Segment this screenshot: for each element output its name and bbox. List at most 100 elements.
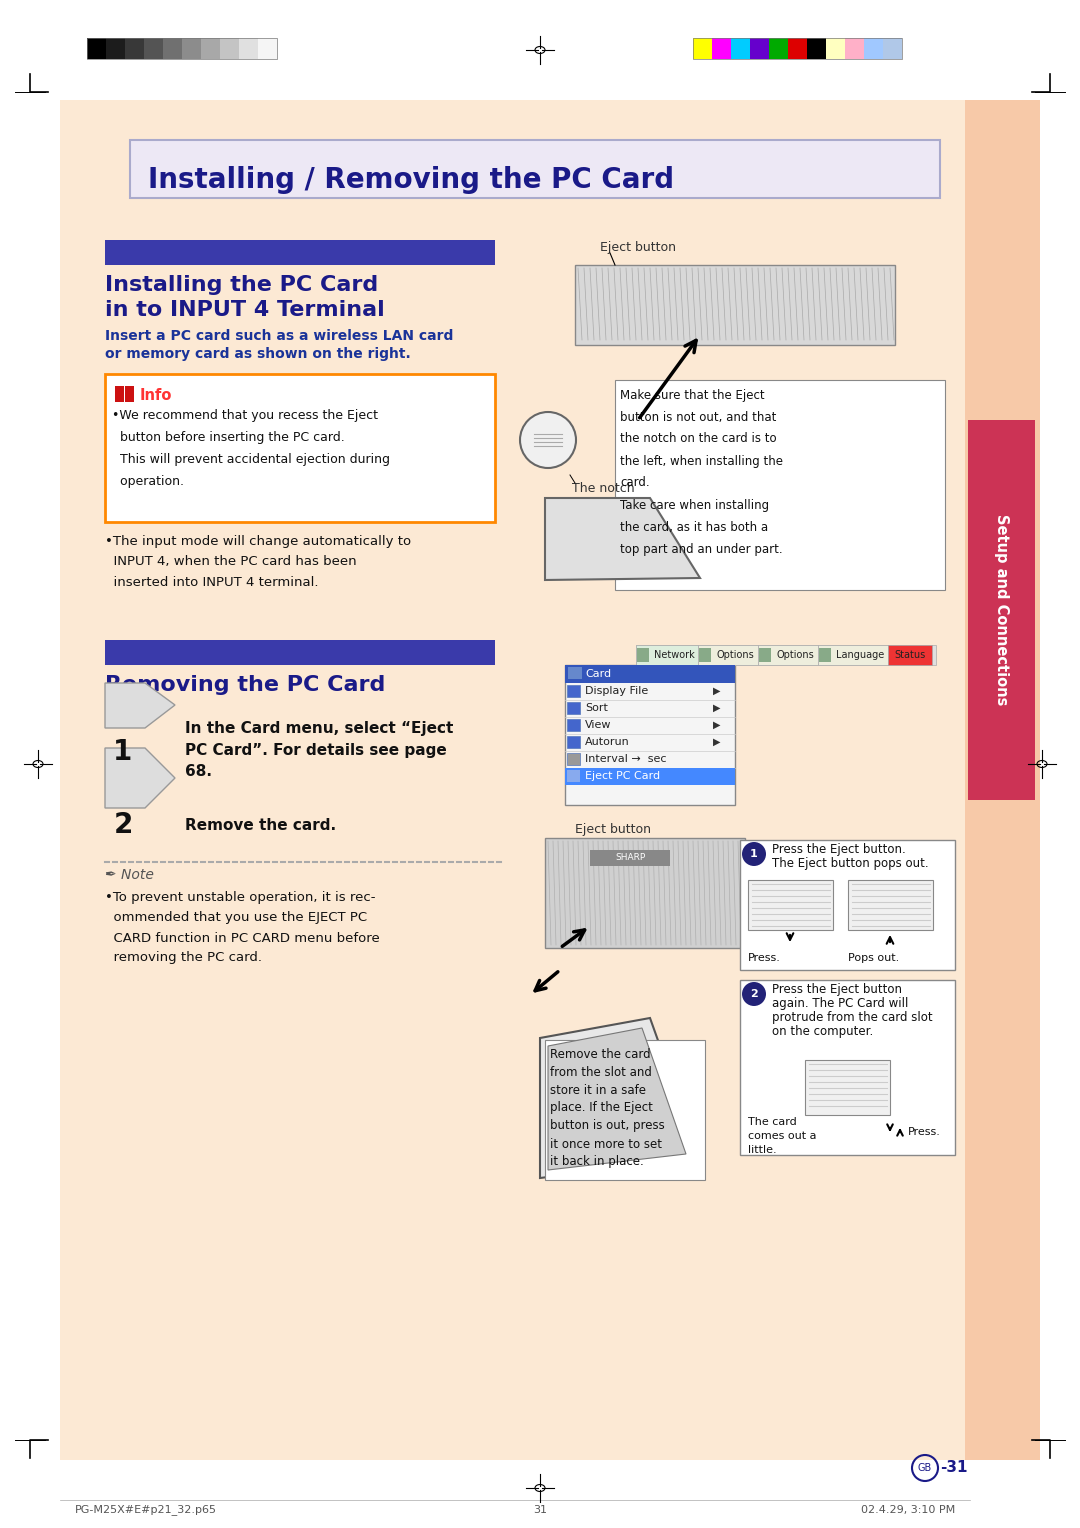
Bar [636, 645, 698, 665]
Text: Eject button: Eject button [600, 241, 676, 255]
Text: •To prevent unstable operation, it is rec-: •To prevent unstable operation, it is re… [105, 891, 376, 905]
Text: PC Card”. For details see page: PC Card”. For details see page [185, 743, 447, 758]
Text: Pops out.: Pops out. [848, 953, 900, 963]
Text: top part and an under part.: top part and an under part. [620, 542, 783, 556]
Text: •We recommend that you recess the Eject: •We recommend that you recess the Eject [112, 410, 378, 423]
Text: ▶: ▶ [713, 736, 720, 747]
Text: This will prevent accidental ejection during: This will prevent accidental ejection du… [112, 454, 390, 466]
Bar [114, 387, 124, 402]
Text: In the Card menu, select “Eject: In the Card menu, select “Eject [185, 721, 454, 735]
Circle shape [742, 983, 766, 1005]
Bar [239, 38, 258, 60]
Bar [567, 685, 580, 697]
Bar [845, 38, 864, 60]
Text: Info: Info [140, 388, 173, 403]
Bar [567, 770, 580, 782]
Text: Remove the card.: Remove the card. [185, 817, 336, 833]
Text: Installing the PC Card: Installing the PC Card [105, 275, 378, 295]
Bar [130, 141, 940, 199]
Bar [87, 38, 106, 60]
Bar [545, 837, 745, 947]
Bar [125, 387, 134, 402]
Text: it back in place.: it back in place. [550, 1155, 644, 1169]
Bar [748, 880, 833, 931]
Text: Sort: Sort [585, 703, 608, 714]
Bar [883, 38, 902, 60]
Bar [758, 645, 818, 665]
Bar [105, 240, 495, 264]
Text: Take care when installing: Take care when installing [620, 498, 769, 512]
Text: 31: 31 [534, 1505, 546, 1514]
Text: Card: Card [585, 669, 611, 678]
Text: Language: Language [836, 649, 885, 660]
Text: from the slot and: from the slot and [550, 1065, 652, 1079]
Text: Press the Eject button: Press the Eject button [772, 984, 902, 996]
Text: Options: Options [716, 649, 754, 660]
Text: button before inserting the PC card.: button before inserting the PC card. [112, 431, 345, 445]
Text: PG-M25X#E#p21_32.p65: PG-M25X#E#p21_32.p65 [75, 1505, 217, 1516]
Text: Autorun: Autorun [585, 736, 630, 747]
Text: removing the PC card.: removing the PC card. [105, 952, 262, 964]
Bar [105, 374, 495, 523]
Bar [568, 668, 582, 678]
Polygon shape [105, 749, 175, 808]
Text: 02.4.29, 3:10 PM: 02.4.29, 3:10 PM [861, 1505, 955, 1514]
Text: operation.: operation. [112, 475, 184, 489]
Bar [590, 850, 670, 866]
Text: Interval →  sec: Interval → sec [585, 753, 666, 764]
Text: Remove the card: Remove the card [550, 1048, 650, 1060]
Text: Display File: Display File [585, 686, 648, 695]
Bar [575, 264, 895, 345]
Text: on the computer.: on the computer. [772, 1025, 874, 1039]
Bar [637, 648, 649, 662]
Text: or memory card as shown on the right.: or memory card as shown on the right. [105, 347, 410, 361]
Bar [731, 38, 750, 60]
Bar [565, 769, 735, 785]
Text: in to INPUT 4 Terminal: in to INPUT 4 Terminal [105, 299, 384, 319]
Text: store it in a safe: store it in a safe [550, 1083, 646, 1097]
Text: again. The PC Card will: again. The PC Card will [772, 998, 908, 1010]
Text: the left, when installing the: the left, when installing the [620, 454, 783, 468]
Text: Insert a PC card such as a wireless LAN card: Insert a PC card such as a wireless LAN … [105, 329, 454, 342]
Bar [567, 720, 580, 730]
Bar [144, 38, 163, 60]
Bar [258, 38, 276, 60]
Bar [888, 645, 932, 665]
Text: inserted into INPUT 4 terminal.: inserted into INPUT 4 terminal. [105, 576, 319, 588]
Bar [848, 880, 933, 931]
Text: comes out a: comes out a [748, 1131, 816, 1141]
Text: card.: card. [620, 477, 650, 489]
Bar [698, 645, 758, 665]
Bar [966, 99, 1040, 1459]
Bar [105, 640, 495, 665]
Bar [567, 753, 580, 766]
Text: Eject button: Eject button [575, 824, 651, 836]
Text: ▶: ▶ [713, 686, 720, 695]
Text: -31: -31 [940, 1461, 968, 1476]
Text: Removing the PC Card: Removing the PC Card [105, 675, 386, 695]
Bar [740, 979, 955, 1155]
Text: button is out, press: button is out, press [550, 1120, 665, 1132]
Bar [565, 665, 735, 683]
Text: 1: 1 [751, 850, 758, 859]
Text: Make sure that the Eject: Make sure that the Eject [620, 388, 765, 402]
Bar [693, 38, 712, 60]
Bar [220, 38, 239, 60]
Text: SHARP: SHARP [615, 854, 645, 862]
Text: GB: GB [918, 1462, 932, 1473]
Text: Options: Options [777, 649, 814, 660]
Bar [636, 645, 936, 665]
Text: Status: Status [894, 649, 926, 660]
Polygon shape [548, 1028, 686, 1170]
Text: it once more to set: it once more to set [550, 1137, 662, 1151]
Bar [807, 38, 826, 60]
Text: Setup and Connections: Setup and Connections [994, 515, 1009, 706]
Text: Press the Eject button.: Press the Eject button. [772, 843, 906, 857]
Bar [693, 38, 902, 60]
Text: ▶: ▶ [713, 703, 720, 714]
Text: View: View [585, 720, 611, 730]
Bar [201, 38, 220, 60]
Text: place. If the Eject: place. If the Eject [550, 1102, 653, 1114]
Text: 2: 2 [751, 989, 758, 999]
Text: ▶: ▶ [713, 720, 720, 730]
